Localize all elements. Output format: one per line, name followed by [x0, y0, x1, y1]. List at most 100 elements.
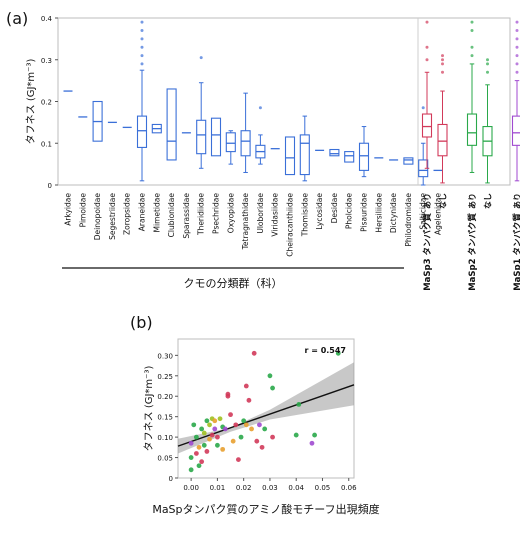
data-point	[309, 440, 315, 446]
x-tick-label: Zoropsidae	[123, 193, 132, 235]
data-point	[191, 422, 197, 428]
x-tick-label: Arkyidae	[64, 193, 73, 226]
panel-b-label: (b)	[130, 313, 153, 332]
x-tick-label: Cheiracanthiidae	[286, 193, 295, 257]
outlier-point	[441, 62, 444, 66]
x-axis-title: MaSpタンパク質のアミノ酸モチーフ出現頻度	[152, 502, 379, 516]
x-tick-label: Theridiidae	[197, 193, 206, 236]
data-point	[270, 385, 275, 391]
data-point	[267, 373, 273, 379]
outlier-point	[140, 20, 144, 24]
x-tick-label: Hersiliidae	[374, 193, 383, 233]
masp-group-label: MaSp3 タンパク質	[422, 213, 433, 291]
box-plot-chart: 0 0.1 0.2 0.3 0.4 タフネス (GJ*m⁻³) Arkyidae Pimoid…	[25, 15, 520, 291]
y-tick-label: 0.3	[41, 57, 52, 65]
x-tick-label: Lycosidae	[315, 193, 324, 230]
data-point	[199, 426, 205, 432]
x-tick-label: Pimoidae	[78, 193, 87, 228]
data-point	[230, 438, 236, 444]
outlier-point	[425, 20, 429, 24]
outlier-point	[441, 54, 444, 58]
data-point	[225, 391, 231, 397]
masp-presence-label: あり	[513, 193, 520, 209]
family-group-label: クモの分類群（科）	[184, 276, 283, 290]
x-tick-label: Mimetidae	[152, 193, 161, 233]
data-point	[262, 426, 268, 432]
x-tick-label: Pholcidae	[345, 193, 354, 230]
box	[166, 88, 177, 161]
data-point	[207, 436, 212, 442]
y-tick-label: 0	[169, 475, 173, 483]
y-tick-label: 0.25	[157, 373, 173, 381]
data-point	[204, 418, 210, 424]
outlier-point	[140, 54, 144, 58]
x-tick-label: Dictynidae	[389, 193, 398, 234]
outlier-point	[486, 58, 489, 62]
y-tick-label: 0.05	[157, 455, 173, 463]
data-point	[188, 455, 194, 460]
outlier-point	[515, 29, 519, 33]
data-point	[296, 402, 302, 407]
data-point	[215, 434, 220, 440]
data-point	[188, 440, 194, 446]
data-point	[193, 434, 199, 440]
outlier-point	[425, 45, 429, 49]
box	[421, 113, 433, 138]
panel-a-label: (a)	[6, 9, 28, 28]
box	[225, 132, 236, 153]
x-tick-label: Oxyopidae	[226, 193, 235, 234]
data-point	[212, 426, 218, 432]
data-point	[217, 416, 223, 422]
data-point	[251, 350, 257, 356]
y-tick-label: 0.4	[41, 15, 53, 23]
masp-presence-label: なし	[439, 193, 448, 209]
outlier-point	[515, 45, 519, 49]
x-tick-label: Clubionidae	[167, 193, 176, 238]
outlier-point	[470, 45, 474, 49]
y-tick-label: 0.2	[41, 99, 52, 107]
outlier-point	[140, 62, 144, 66]
x-tick-label: Salticidae	[419, 193, 428, 230]
box	[344, 151, 355, 163]
y-tick-label: 0.15	[157, 414, 173, 422]
x-tick-label: Philodromidae	[404, 193, 413, 247]
x-tick-label: 0.04	[288, 484, 304, 492]
data-point	[207, 422, 212, 428]
data-point	[241, 418, 247, 424]
x-tick-label: Viridasiidae	[271, 193, 280, 237]
x-tick-label: 0.00	[183, 484, 199, 492]
outlier-point	[515, 20, 519, 24]
data-point	[236, 457, 241, 463]
outlier-point	[140, 37, 144, 41]
box	[403, 157, 414, 165]
data-point	[249, 426, 254, 432]
outlier-point	[470, 54, 474, 58]
data-point	[270, 434, 275, 440]
data-point	[257, 422, 262, 428]
outlier-point	[258, 106, 262, 110]
box	[284, 136, 296, 176]
outlier-point	[425, 58, 429, 62]
masp-presence-label: あり	[468, 193, 477, 209]
y-axis-title: タフネス (GJ*m⁻³)	[143, 366, 155, 452]
y-tick-label: 0	[48, 182, 52, 190]
data-point	[233, 422, 239, 428]
data-point	[238, 434, 244, 440]
x-tick-label: Araneidae	[138, 193, 147, 232]
x-tick-label: Agelenidae	[434, 193, 443, 235]
outlier-point	[421, 106, 425, 110]
outlier-point	[441, 58, 444, 62]
x-tick-label: Deinopoidae	[93, 193, 102, 241]
outlier-point	[199, 56, 203, 60]
x-tick-label: Desidae	[330, 193, 339, 224]
outlier-point	[140, 45, 144, 49]
data-point	[204, 449, 210, 454]
box	[240, 130, 251, 157]
x-tick-label: Segestriidae	[108, 193, 117, 240]
outlier-point	[515, 54, 519, 58]
x-tick-label: 0.02	[236, 484, 252, 492]
data-point	[222, 426, 228, 432]
data-point	[335, 350, 341, 356]
x-tick-label: 0.01	[210, 484, 226, 492]
y-tick-label: 0.10	[157, 434, 173, 442]
